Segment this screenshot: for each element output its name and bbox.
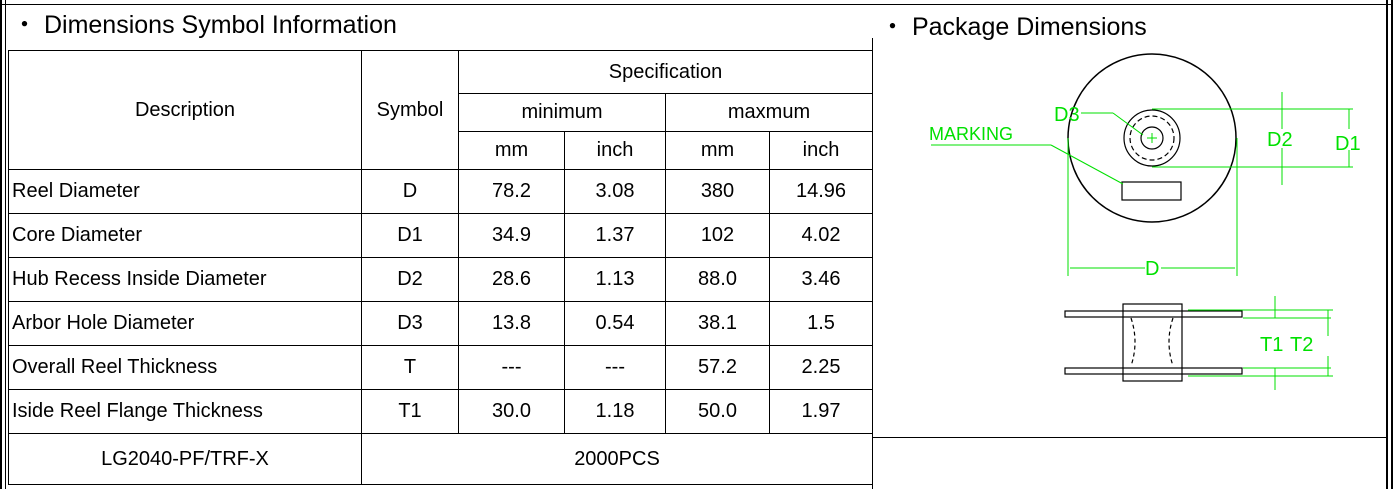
marking-label-box: [1121, 181, 1182, 201]
right-footer-line: [872, 437, 1387, 438]
row-max-mm: 50.0: [665, 389, 770, 434]
row-max-mm: 57.2: [665, 345, 770, 390]
row-max-inch: 1.5: [769, 301, 873, 346]
row-max-mm: 102: [665, 213, 770, 258]
unit-mm-header: mm: [458, 131, 565, 170]
section-divider: [872, 38, 873, 489]
table-row: Arbor Hole Diameter D3 13.8 0.54 38.1 1.…: [8, 301, 873, 346]
row-min-mm: 13.8: [458, 301, 565, 346]
row-min-inch: 1.37: [564, 213, 666, 258]
side-view-dimensions: [1188, 296, 1333, 390]
bullet: ・: [880, 13, 906, 41]
table-row: Iside Reel Flange Thickness T1 30.0 1.18…: [8, 389, 873, 434]
label-t1: T1: [1260, 334, 1283, 356]
symbol-header: Symbol: [361, 50, 459, 170]
label-d: D: [1145, 258, 1159, 280]
label-t2: T2: [1290, 334, 1313, 356]
row-min-inch: ---: [564, 345, 666, 390]
row-min-mm: 34.9: [458, 213, 565, 258]
description-header: Description: [8, 50, 362, 170]
hub-recess: [1129, 115, 1175, 161]
unit-inch-header: inch: [769, 131, 873, 170]
row-description: Arbor Hole Diameter: [8, 301, 362, 346]
row-symbol: D: [361, 169, 459, 214]
table-row: Core Diameter D1 34.9 1.37 102 4.02: [8, 213, 873, 258]
row-min-inch: 3.08: [564, 169, 666, 214]
row-max-inch: 4.02: [769, 213, 873, 258]
unit-inch-header: inch: [564, 131, 666, 170]
label-marking: MARKING: [929, 124, 1013, 144]
section-title: Package Dimensions: [911, 13, 1147, 41]
reel-side-view: [1064, 303, 1243, 382]
row-min-inch: 1.13: [564, 257, 666, 302]
minimum-header: minimum: [458, 93, 666, 132]
row-symbol: T: [361, 345, 459, 390]
row-max-inch: 14.96: [769, 169, 873, 214]
row-description: Reel Diameter: [8, 169, 362, 214]
row-description: Overall Reel Thickness: [8, 345, 362, 390]
right-border-outer: [1391, 0, 1393, 489]
package-quantity: 2000PCS: [361, 433, 873, 485]
header-row-1: Description Symbol Specification: [8, 50, 873, 170]
row-symbol: T1: [361, 389, 459, 434]
label-d2: D2: [1267, 129, 1293, 151]
row-min-mm: 30.0: [458, 389, 565, 434]
table-row: Overall Reel Thickness T --- --- 57.2 2.…: [8, 345, 873, 390]
row-max-mm: 88.0: [665, 257, 770, 302]
row-max-mm: 380: [665, 169, 770, 214]
header-row-2: minimum maxmum: [9, 93, 873, 132]
row-max-inch: 2.25: [769, 345, 873, 390]
row-description: Iside Reel Flange Thickness: [8, 389, 362, 434]
left-section-header: ・ Dimensions Symbol Information: [12, 13, 397, 38]
right-border: [1386, 0, 1388, 489]
row-description: Core Diameter: [8, 213, 362, 258]
maximum-header: maxmum: [665, 93, 873, 132]
row-min-inch: 1.18: [564, 389, 666, 434]
part-number: LG2040-PF/TRF-X: [8, 433, 362, 485]
row-description: Hub Recess Inside Diameter: [8, 257, 362, 302]
reel-top-view: [1067, 53, 1237, 223]
dimensions-table: Description Symbol Specification minimum…: [8, 50, 873, 485]
row-symbol: D3: [361, 301, 459, 346]
left-border: [0, 0, 2, 489]
header-row-3: mm inch mm inch: [9, 131, 873, 170]
arbor-hole: [1140, 126, 1164, 150]
row-min-inch: 0.54: [564, 301, 666, 346]
table-row: Hub Recess Inside Diameter D2 28.6 1.13 …: [8, 257, 873, 302]
row-min-mm: 28.6: [458, 257, 565, 302]
section-title: Dimensions Symbol Information: [43, 11, 397, 39]
top-border: [0, 4, 1393, 5]
unit-mm-header: mm: [665, 131, 770, 170]
row-max-inch: 1.97: [769, 389, 873, 434]
row-min-mm: 78.2: [458, 169, 565, 214]
row-symbol: D1: [361, 213, 459, 258]
table-row: Reel Diameter D 78.2 3.08 380 14.96: [8, 169, 873, 214]
row-min-mm: ---: [458, 345, 565, 390]
specification-header: Specification: [458, 50, 873, 94]
right-section-header: ・ Package Dimensions: [880, 15, 1147, 40]
row-symbol: D2: [361, 257, 459, 302]
label-d3: D3: [1054, 104, 1080, 126]
footer-row: LG2040-PF/TRF-X 2000PCS: [8, 433, 873, 485]
package-dimensions-diagram: D3 MARKING D2 D1 D T1 T2: [929, 53, 1361, 390]
top-view-dimensions: [931, 92, 1353, 276]
row-max-mm: 38.1: [665, 301, 770, 346]
row-max-inch: 3.46: [769, 257, 873, 302]
diagram-labels: D3 MARKING D2 D1 D T1 T2: [929, 104, 1361, 356]
bullet: ・: [12, 11, 38, 39]
hub-outline: [1123, 109, 1181, 167]
left-border-inner: [5, 0, 6, 489]
label-d1: D1: [1335, 133, 1361, 155]
